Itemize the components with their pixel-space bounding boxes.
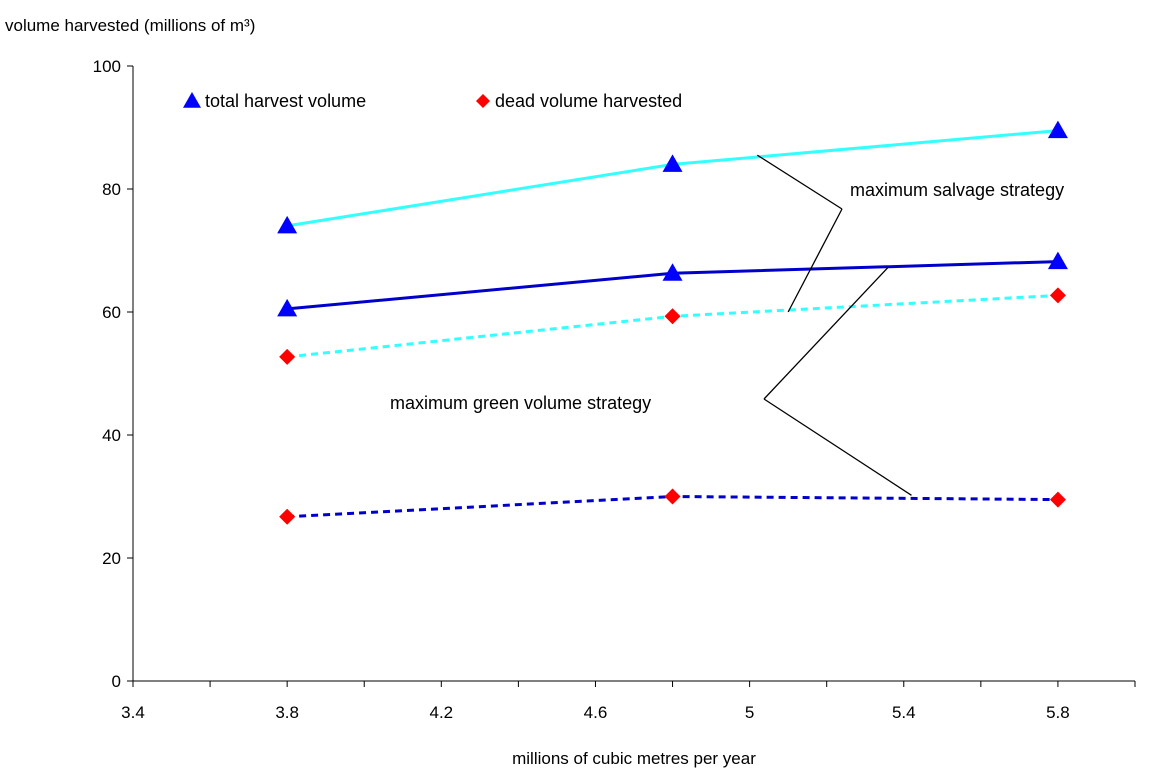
y-axis-title: volume harvested (millions of m³) — [5, 16, 255, 35]
diamond-marker — [664, 488, 681, 505]
annotation-leader-line — [787, 208, 843, 313]
legend-triangle-marker — [183, 92, 201, 108]
legend: total harvest volume dead volume harveste… — [183, 91, 682, 111]
annotations: maximum salvage strategy maximum green vo… — [390, 154, 1064, 496]
series-1 — [277, 120, 1068, 234]
annotation-leader-line — [763, 266, 889, 400]
series-2 — [277, 251, 1068, 317]
triangle-marker — [662, 154, 683, 172]
series-line — [286, 129, 1059, 228]
annotation-2: maximum green volume strategy — [390, 266, 912, 496]
axes: 0 20 40 60 80 100 3.4 3.8 4.2 4.6 5 5.4 5.8 — [93, 57, 1136, 722]
series-line — [286, 293, 1059, 359]
x-tick-label: 4.2 — [429, 703, 453, 722]
series-4 — [279, 488, 1066, 525]
triangle-marker — [1047, 251, 1068, 270]
y-tick-label: 0 — [112, 672, 121, 691]
legend-label: total harvest volume — [205, 91, 366, 111]
triangle-marker — [277, 298, 298, 317]
x-axis-title: millions of cubic metres per year — [512, 749, 756, 768]
annotation-1: maximum salvage strategy — [756, 154, 1064, 313]
legend-diamond-marker — [476, 94, 490, 108]
x-tick-label: 4.6 — [584, 703, 608, 722]
legend-label: dead volume harvested — [495, 91, 682, 111]
legend-entry-2: dead volume harvested — [476, 91, 682, 111]
series-layer — [277, 120, 1068, 525]
annotation-text: maximum salvage strategy — [850, 180, 1064, 200]
x-tick-label: 3.8 — [275, 703, 299, 722]
diamond-marker — [1049, 287, 1066, 304]
x-tick-label: 5.8 — [1046, 703, 1070, 722]
triangle-marker — [277, 215, 298, 234]
triangle-marker — [1047, 120, 1068, 139]
diamond-marker — [1049, 491, 1066, 508]
annotation-leader-line — [756, 154, 843, 210]
y-tick-label: 80 — [102, 180, 121, 199]
diamond-marker — [664, 308, 681, 325]
y-tick-label: 20 — [102, 549, 121, 568]
annotation-leader-line — [763, 398, 912, 496]
diamond-marker — [279, 508, 296, 525]
x-tick-label: 5 — [745, 703, 754, 722]
triangle-marker — [662, 263, 683, 281]
series-3 — [279, 287, 1066, 365]
legend-entry-1: total harvest volume — [183, 91, 366, 111]
x-tick-label: 5.4 — [892, 703, 916, 722]
y-tick-label: 100 — [93, 57, 121, 76]
x-tick-label: 3.4 — [121, 703, 145, 722]
y-tick-label: 40 — [102, 426, 121, 445]
diamond-marker — [279, 348, 296, 365]
annotation-text: maximum green volume strategy — [390, 393, 651, 413]
y-tick-label: 60 — [102, 303, 121, 322]
